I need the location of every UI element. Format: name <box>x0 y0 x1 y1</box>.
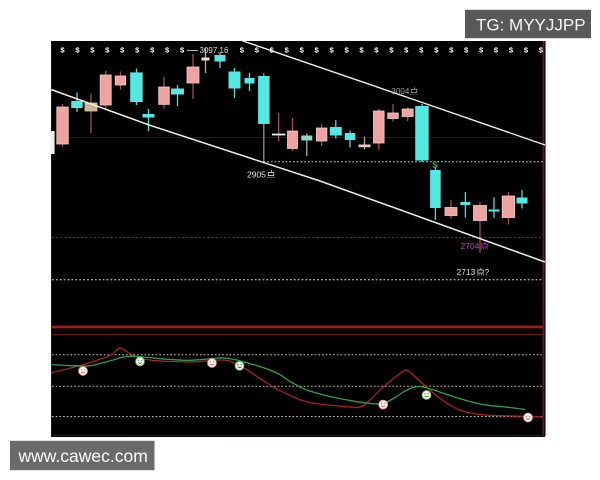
svg-text:2905: 2905 <box>247 170 266 180</box>
svg-text:2704: 2704 <box>461 241 480 251</box>
svg-text:$: $ <box>165 46 170 55</box>
svg-text:$: $ <box>404 46 409 55</box>
svg-text:$: $ <box>105 46 110 55</box>
svg-text:$: $ <box>180 46 185 55</box>
svg-text:$: $ <box>494 46 499 55</box>
svg-text:$: $ <box>509 46 514 55</box>
svg-text:TG: MYYJJPP: TG: MYYJJPP <box>476 16 586 35</box>
svg-text:$: $ <box>314 46 319 55</box>
svg-text:$: $ <box>285 46 290 55</box>
svg-text:?: ? <box>485 267 490 277</box>
svg-text:$: $ <box>240 46 245 55</box>
svg-text:$: $ <box>524 46 529 55</box>
svg-text:$: $ <box>344 46 349 55</box>
svg-text:$: $ <box>389 46 394 55</box>
svg-text:$: $ <box>60 46 65 55</box>
svg-text:$: $ <box>539 46 544 55</box>
svg-text:www.cawec.com: www.cawec.com <box>18 446 148 466</box>
svg-text:3004: 3004 <box>392 87 410 96</box>
svg-text:$: $ <box>255 46 260 55</box>
svg-text:$: $ <box>300 46 305 55</box>
svg-text:$: $ <box>90 46 95 55</box>
svg-text:$: $ <box>359 46 364 55</box>
svg-text:$: $ <box>479 46 484 55</box>
svg-text:$: $ <box>270 46 275 55</box>
svg-text:$: $ <box>432 160 438 171</box>
svg-text:3097.16: 3097.16 <box>200 46 229 55</box>
svg-text:2713: 2713 <box>457 267 476 277</box>
svg-text:$: $ <box>434 46 439 55</box>
svg-text:$: $ <box>120 46 125 55</box>
svg-text:$: $ <box>419 46 424 55</box>
svg-text:$: $ <box>374 46 379 55</box>
svg-text:$: $ <box>135 46 140 55</box>
svg-text:$: $ <box>75 46 80 55</box>
svg-text:$: $ <box>329 46 334 55</box>
svg-text:$: $ <box>150 46 155 55</box>
svg-text:$: $ <box>449 46 454 55</box>
svg-text:$: $ <box>464 46 469 55</box>
